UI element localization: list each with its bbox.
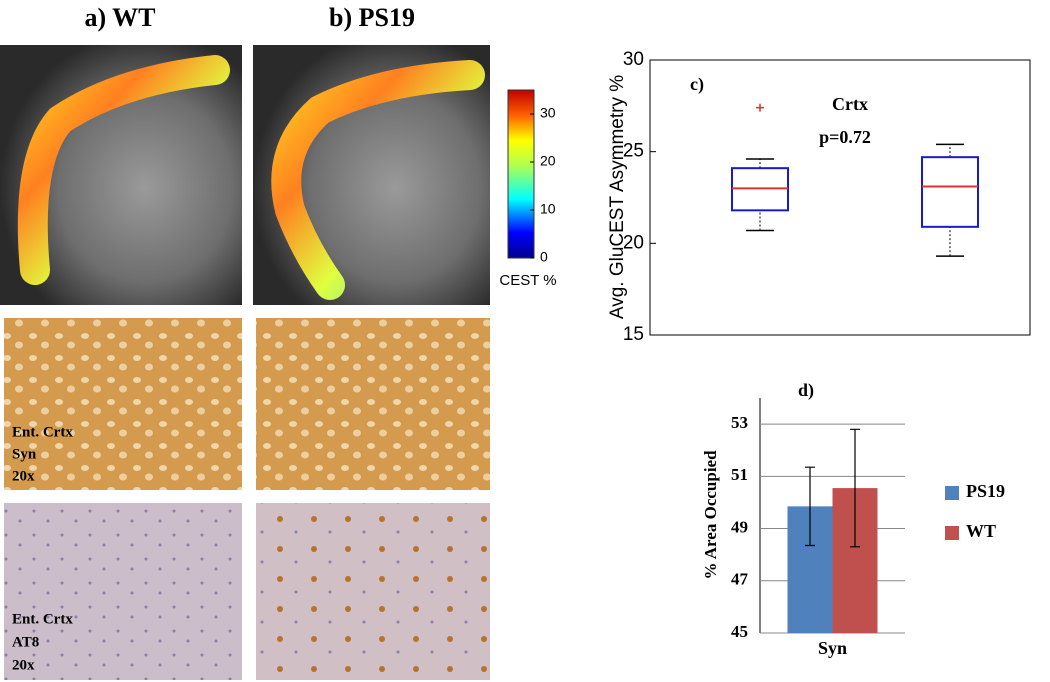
colorbar-tick-label: 20 [540, 153, 556, 169]
legend-swatch [945, 486, 959, 500]
histology-syn-ps19 [256, 318, 490, 490]
annotation: p=0.72 [819, 127, 871, 147]
y-axis-label: Avg. GluCEST Asymmetry % [607, 75, 628, 319]
y-tick-label: 47 [731, 570, 749, 589]
histology-label: Ent. Crtx [12, 424, 73, 440]
panel-label: a) WT [84, 3, 155, 32]
histology-label: Syn [12, 446, 37, 462]
histology-label: Ent. Crtx [12, 611, 73, 627]
colorbar [507, 89, 535, 259]
colorbar-tick-label: 10 [540, 201, 556, 217]
histology-label: 20x [12, 657, 35, 673]
panel-label: c) [690, 74, 704, 95]
legend-label: PS19 [966, 481, 1005, 501]
legend-swatch [945, 526, 959, 540]
histology-at8-wt [4, 503, 242, 680]
histology-label: 20x [12, 468, 35, 484]
y-tick-label: 30 [623, 49, 644, 70]
error-bar [850, 428, 860, 548]
error-bar [805, 466, 815, 547]
y-tick-label: 51 [731, 465, 748, 484]
outlier [756, 103, 764, 112]
plot-frame [649, 59, 1031, 336]
y-tick-label: 49 [731, 517, 748, 536]
y-tick-label: 20 [623, 232, 644, 253]
x-tick-label: Syn [818, 638, 847, 658]
y-tick-label: 45 [731, 622, 748, 641]
colorbar-label: CEST % [499, 272, 556, 289]
mri-ps19 [253, 45, 490, 305]
y-tick-label: 53 [731, 413, 748, 432]
histology-syn-wt [4, 318, 242, 490]
y-tick-label: 25 [623, 141, 644, 162]
y-axis-label: % Area Occupied [701, 450, 720, 580]
histology-at8-ps19 [256, 503, 490, 680]
colorbar-tick-label: 30 [540, 105, 556, 121]
y-tick-label: 15 [623, 324, 644, 345]
panel-label: b) PS19 [329, 3, 415, 32]
histology-label: AT8 [12, 634, 39, 650]
box [921, 156, 979, 228]
mri-wt [0, 45, 242, 305]
legend-label: WT [966, 521, 996, 541]
annotation: Crtx [832, 94, 868, 114]
colorbar-tick-label: 0 [540, 249, 548, 265]
panel-label: d) [798, 380, 814, 401]
